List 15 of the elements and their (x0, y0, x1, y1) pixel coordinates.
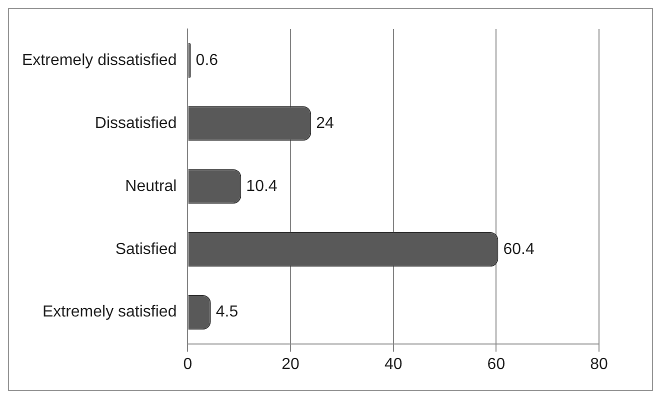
x-tick-label: 20 (282, 356, 300, 373)
x-tick-label: 0 (183, 356, 192, 373)
data-label: 4.5 (216, 304, 238, 321)
y-tick-label: Extremely dissatisfied (22, 52, 177, 69)
x-tick-label: 40 (384, 356, 402, 373)
y-tick-label: Satisfied (115, 240, 177, 258)
y-tick-label: Dissatisfied (94, 114, 177, 132)
x-tick-label: 80 (590, 356, 608, 373)
y-tick-label: Extremely satisfied (42, 304, 177, 321)
data-label: 0.6 (196, 52, 218, 69)
data-label: 60.4 (503, 240, 534, 258)
data-label: 10.4 (246, 178, 278, 195)
x-tick-label: 60 (487, 356, 506, 373)
y-tick-label: Neutral (125, 178, 177, 195)
data-label: 24 (316, 114, 334, 132)
